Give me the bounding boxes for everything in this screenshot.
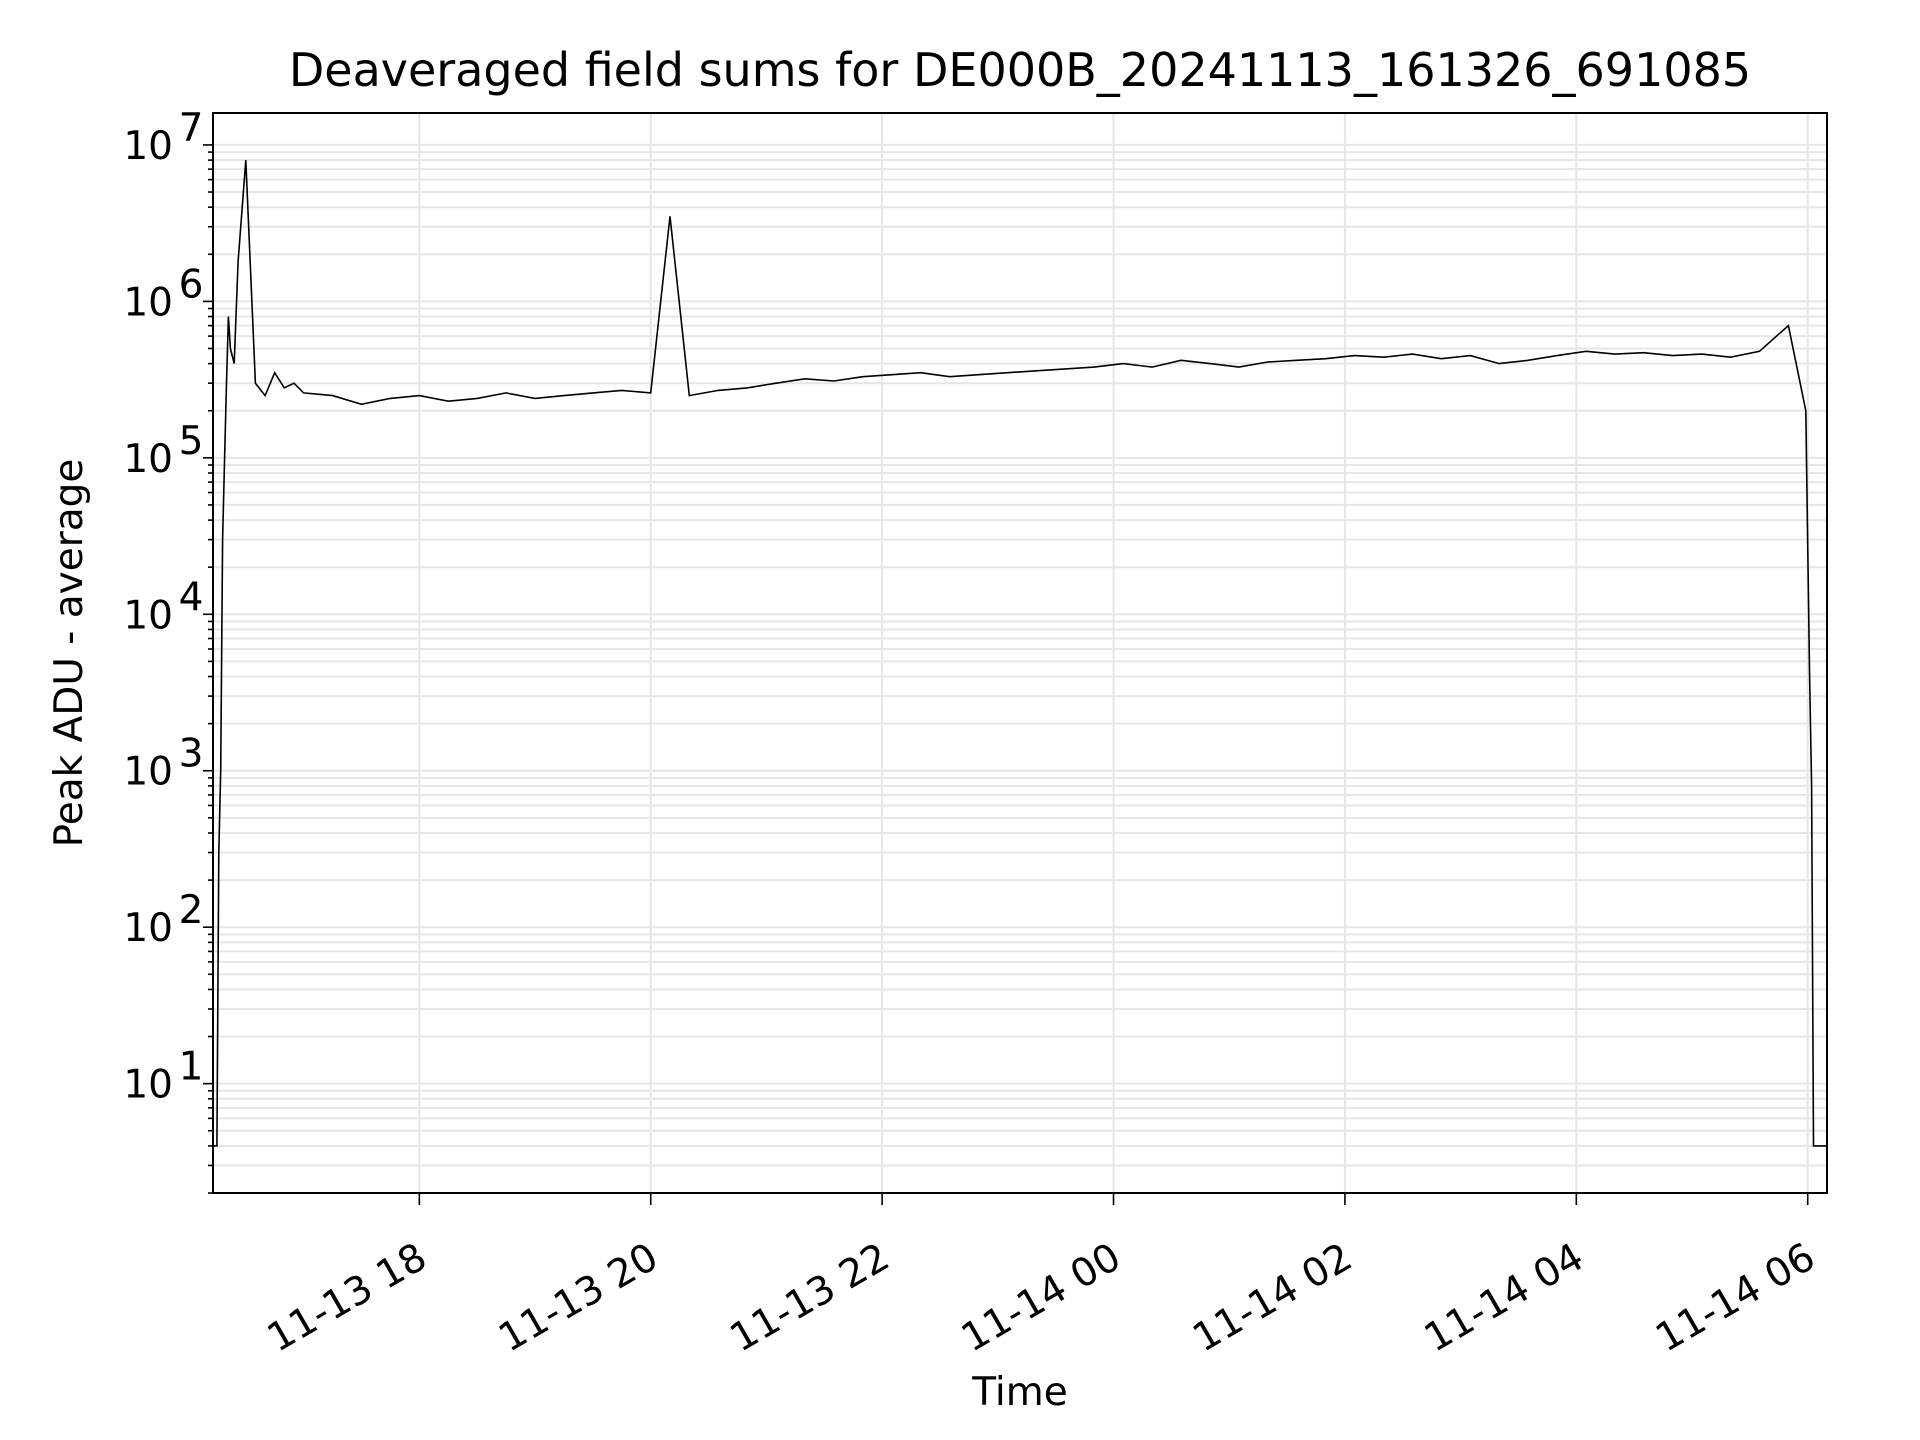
y-axis-label: Peak ADU - average xyxy=(47,459,92,848)
series-line xyxy=(213,160,1827,1147)
y-tick-label-base: 10 xyxy=(123,124,173,169)
y-tick-label-exponent: 7 xyxy=(179,106,204,151)
y-tick-label-exponent: 6 xyxy=(179,262,204,307)
y-tick-label-base: 10 xyxy=(123,906,173,951)
y-tick-label-exponent: 2 xyxy=(179,888,204,933)
y-tick-label: 10 xyxy=(123,437,173,482)
y-tick-label: 10 xyxy=(123,280,173,325)
y-tick-label: 10 xyxy=(123,750,173,795)
y-tick-label: 10 xyxy=(123,124,173,169)
y-tick-label-exponent: 5 xyxy=(179,419,204,464)
y-tick-label-exponent: 1 xyxy=(179,1045,204,1090)
chart-title: Deaveraged field sums for DE000B_2024111… xyxy=(289,43,1751,97)
grid xyxy=(213,113,1827,1194)
y-tick-label: 10 xyxy=(123,1063,173,1108)
y-tick-label-base: 10 xyxy=(123,593,173,638)
y-tick-label-base: 10 xyxy=(123,1063,173,1108)
y-tick-label: 10 xyxy=(123,593,173,638)
y-tick-label-exponent: 3 xyxy=(179,732,204,777)
y-tick-label-base: 10 xyxy=(123,750,173,795)
y-tick-label-base: 10 xyxy=(123,437,173,482)
series-layer xyxy=(213,160,1827,1147)
y-tick-label: 10 xyxy=(123,906,173,951)
y-tick-label-base: 10 xyxy=(123,280,173,325)
y-tick-label-exponent: 4 xyxy=(179,575,204,620)
plot-frame xyxy=(212,112,1828,1194)
x-axis-label: Time xyxy=(971,1370,1067,1415)
